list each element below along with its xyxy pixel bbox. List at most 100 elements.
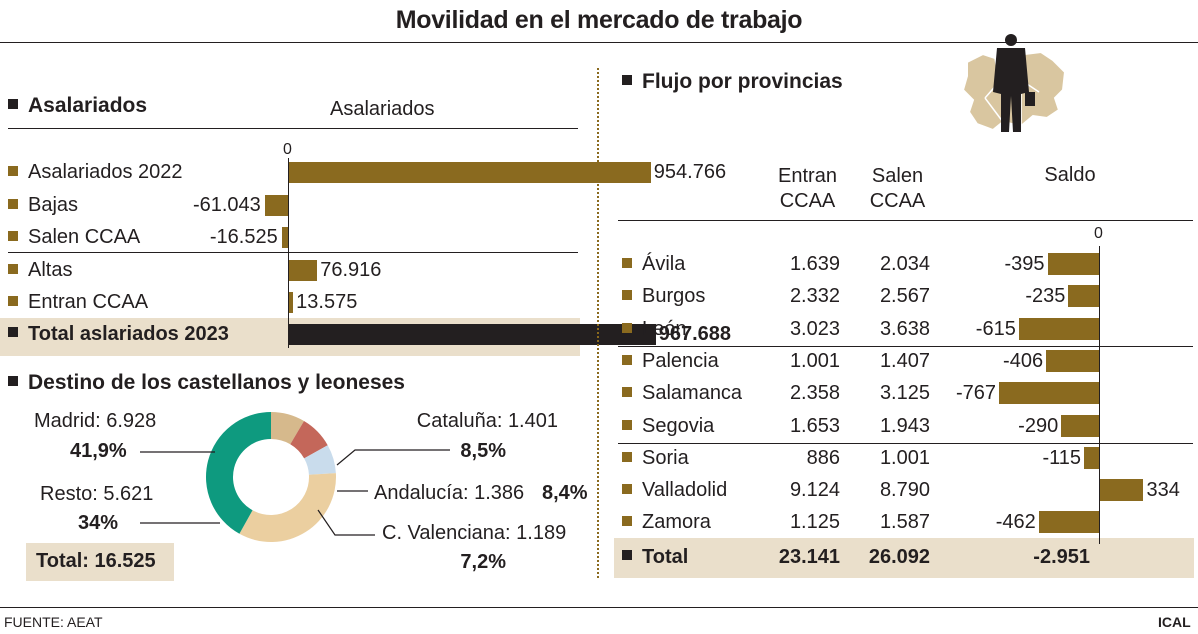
- saldo-zero-axis: [1099, 246, 1100, 544]
- saldo-value-label: -462: [995, 511, 1036, 534]
- asalariados-chart-title: Asalariados: [330, 98, 435, 120]
- donut-slice-c-valenciana: [304, 445, 336, 475]
- square-bullet-icon: [622, 354, 632, 365]
- donut-slices: [206, 412, 336, 542]
- asalariados-row-label-text: Asalariados 2022: [28, 161, 183, 183]
- saldo-bar: [1084, 446, 1099, 469]
- asalariados-row-label: Entran CCAA: [8, 291, 148, 314]
- asalariados-zero-axis: [288, 158, 289, 348]
- saldo-value-label: -290: [1018, 414, 1059, 437]
- square-bullet-icon: [622, 387, 632, 398]
- madrid-pct: 41,9%: [70, 440, 127, 462]
- cataluna-leader-line: [336, 449, 450, 466]
- col-salen-line2: CCAA: [869, 190, 926, 212]
- valenciana-label: C. Valenciana: 1.189: [382, 522, 567, 544]
- salen-value: 3.125: [879, 382, 930, 405]
- square-bullet-icon: [622, 258, 632, 268]
- salen-value: 2.567: [879, 285, 930, 308]
- square-bullet-icon: [8, 231, 18, 241]
- column-divider: [597, 68, 599, 578]
- footer-brand: ICAL: [1158, 614, 1191, 630]
- saldo-value-label: -767: [955, 382, 996, 405]
- asalariados-value-label: 76.916: [320, 259, 382, 281]
- square-bullet-icon: [622, 550, 632, 560]
- flujo-heading: Flujo por provincias: [622, 70, 843, 94]
- flujo-total-salen: 26.092: [868, 546, 930, 568]
- asalariados-row-label-text: Salen CCAA: [28, 226, 141, 248]
- col-saldo-header: Saldo: [1044, 164, 1096, 186]
- entran-value: 1.125: [789, 511, 840, 534]
- destino-heading-text: Destino de los castellanos y leoneses: [28, 371, 405, 394]
- asalariados-bar: [288, 260, 318, 281]
- entran-value: 2.358: [789, 382, 840, 405]
- saldo-value-label: -615: [975, 317, 1016, 340]
- asalariados-zero-label: 0: [283, 141, 292, 158]
- saldo-bar: [1061, 414, 1099, 437]
- salen-value: 1.943: [879, 414, 930, 437]
- saldo-value-label: -406: [1003, 349, 1044, 372]
- entran-value: 1.001: [789, 349, 840, 372]
- destino-heading: Destino de los castellanos y leoneses: [8, 371, 405, 395]
- entran-value: 2.332: [789, 285, 840, 308]
- province-name: Valladolid: [642, 479, 728, 502]
- square-bullet-icon: [8, 296, 18, 306]
- province-label: Zamora: [622, 511, 711, 534]
- asalariados-heading: Asalariados: [8, 94, 147, 118]
- flujo-total-label: Total: [622, 546, 688, 569]
- resto-label: Resto: 5.621: [40, 483, 154, 505]
- entran-value: 1.639: [789, 253, 840, 275]
- saldo-bar: [1018, 317, 1099, 340]
- asalariados-value-label: 13.575: [296, 291, 358, 313]
- flujo-header-rule: [618, 220, 1193, 221]
- asalariados-row-label-text: Altas: [28, 259, 73, 281]
- saldo-zero-label: 0: [1094, 225, 1103, 242]
- square-bullet-icon: [8, 376, 18, 386]
- flujo-total-shade: [614, 538, 1194, 578]
- valenciana-leader-line: [317, 509, 375, 536]
- province-label: Segovia: [622, 415, 714, 438]
- donut-chart: [140, 412, 450, 542]
- province-name: Ávila: [642, 253, 686, 275]
- footer-source: FUENTE: AEAT: [4, 614, 103, 630]
- province-name: Salamanca: [642, 382, 743, 405]
- saldo-bar: [999, 382, 1099, 405]
- square-bullet-icon: [622, 290, 632, 301]
- asalariados-bar: [281, 227, 288, 248]
- asalariados-row-label-text: Bajas: [28, 194, 79, 216]
- saldo-value-label: 334: [1146, 479, 1180, 502]
- province-label: Salamanca: [622, 382, 742, 405]
- footer-rule: [0, 607, 1198, 608]
- valenciana-pct: 7,2%: [460, 551, 506, 573]
- donut-slice-catalu-a: [271, 412, 305, 445]
- province-label: Palencia: [622, 350, 719, 373]
- square-bullet-icon: [622, 322, 632, 333]
- col-entran-line2: CCAA: [779, 190, 836, 212]
- saldo-bar: [1046, 349, 1099, 372]
- province-label: Burgos: [622, 285, 705, 308]
- salen-value: 3.638: [879, 317, 930, 340]
- province-name: Zamora: [642, 511, 711, 534]
- page-title: Movilidad en el mercado de trabajo: [395, 6, 803, 34]
- asalariados-heading-text: Asalariados: [28, 94, 148, 117]
- square-bullet-icon: [8, 264, 18, 274]
- resto-pct: 34%: [78, 512, 119, 534]
- flujo-group-rule-1: [618, 346, 1193, 347]
- province-label: León: [622, 318, 687, 341]
- madrid-label: Madrid: 6.928: [34, 410, 157, 432]
- salen-value: 1.001: [879, 446, 930, 469]
- entran-value: 3.023: [789, 317, 840, 340]
- saldo-bar: [1099, 479, 1143, 502]
- asalariados-value-label: -61.043: [192, 194, 261, 216]
- asalariados-mid-rule: [8, 252, 578, 253]
- cataluna-label: Cataluña: 1.401: [416, 410, 558, 432]
- entran-value: 9.124: [789, 479, 840, 502]
- salen-value: 1.587: [879, 511, 930, 534]
- province-name: Palencia: [642, 349, 719, 372]
- saldo-value-label: -235: [1025, 285, 1066, 308]
- asalariados-value-label: 954.766: [653, 161, 727, 183]
- asalariados-bar: [264, 195, 288, 216]
- donut-slice-madrid: [206, 412, 271, 534]
- province-label: Soria: [622, 447, 689, 470]
- saldo-value-label: -115: [1042, 446, 1082, 469]
- province-name: Soria: [642, 446, 689, 469]
